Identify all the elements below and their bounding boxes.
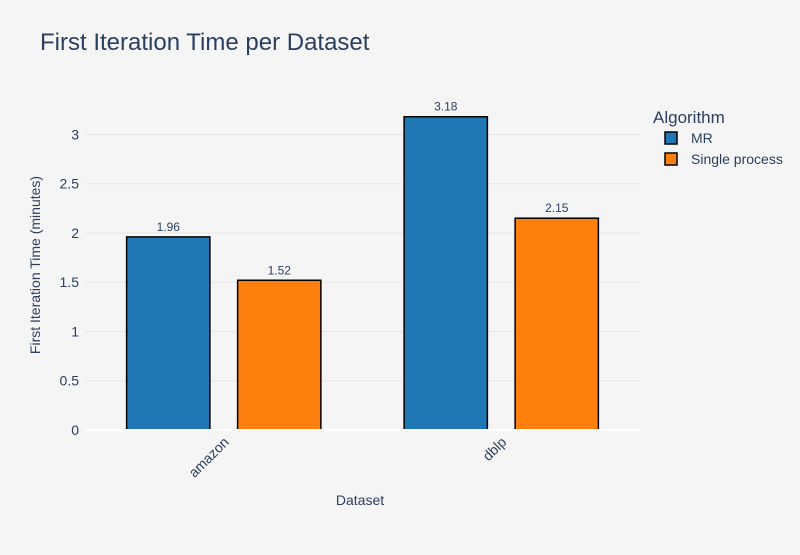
legend-items: MR Single process <box>665 130 783 167</box>
bar-value-label: 1.96 <box>157 220 181 234</box>
legend-title: Algorithm <box>653 108 725 127</box>
legend-label: Single process <box>691 151 783 167</box>
bar-single-process-dblp <box>515 218 598 430</box>
y-tick-label: 0.5 <box>60 373 80 389</box>
bar-value-label: 1.52 <box>268 263 292 277</box>
x-tick-label: dblp <box>479 434 509 464</box>
chart-title: First Iteration Time per Dataset <box>40 29 370 56</box>
legend-swatch <box>665 153 677 165</box>
y-tick-label: 1.5 <box>60 274 80 290</box>
y-tick-label: 2.5 <box>60 176 80 192</box>
y-axis-label: First Iteration Time (minutes) <box>27 176 43 354</box>
y-tick-label: 3 <box>71 126 79 142</box>
bar-single-process-amazon <box>238 280 321 430</box>
legend-item-single-process[interactable]: Single process <box>665 151 783 167</box>
legend: Algorithm MR Single process <box>653 108 783 167</box>
x-axis-ticks: amazon dblp <box>185 434 509 481</box>
legend-label: MR <box>691 130 713 146</box>
bar-value-label: 2.15 <box>545 201 569 215</box>
bar-mr-amazon <box>127 237 210 430</box>
y-tick-label: 2 <box>71 225 79 241</box>
legend-swatch <box>665 132 677 144</box>
legend-item-mr[interactable]: MR <box>665 130 713 146</box>
bar-value-label: 3.18 <box>434 100 458 114</box>
bar-mr-dblp <box>404 117 487 430</box>
x-axis-label: Dataset <box>336 492 384 508</box>
x-tick-label: amazon <box>185 434 232 481</box>
y-tick-label: 1 <box>71 323 79 339</box>
y-tick-label: 0 <box>71 422 79 438</box>
y-axis-ticks: 0 0.5 1 1.5 2 2.5 3 <box>60 126 80 438</box>
